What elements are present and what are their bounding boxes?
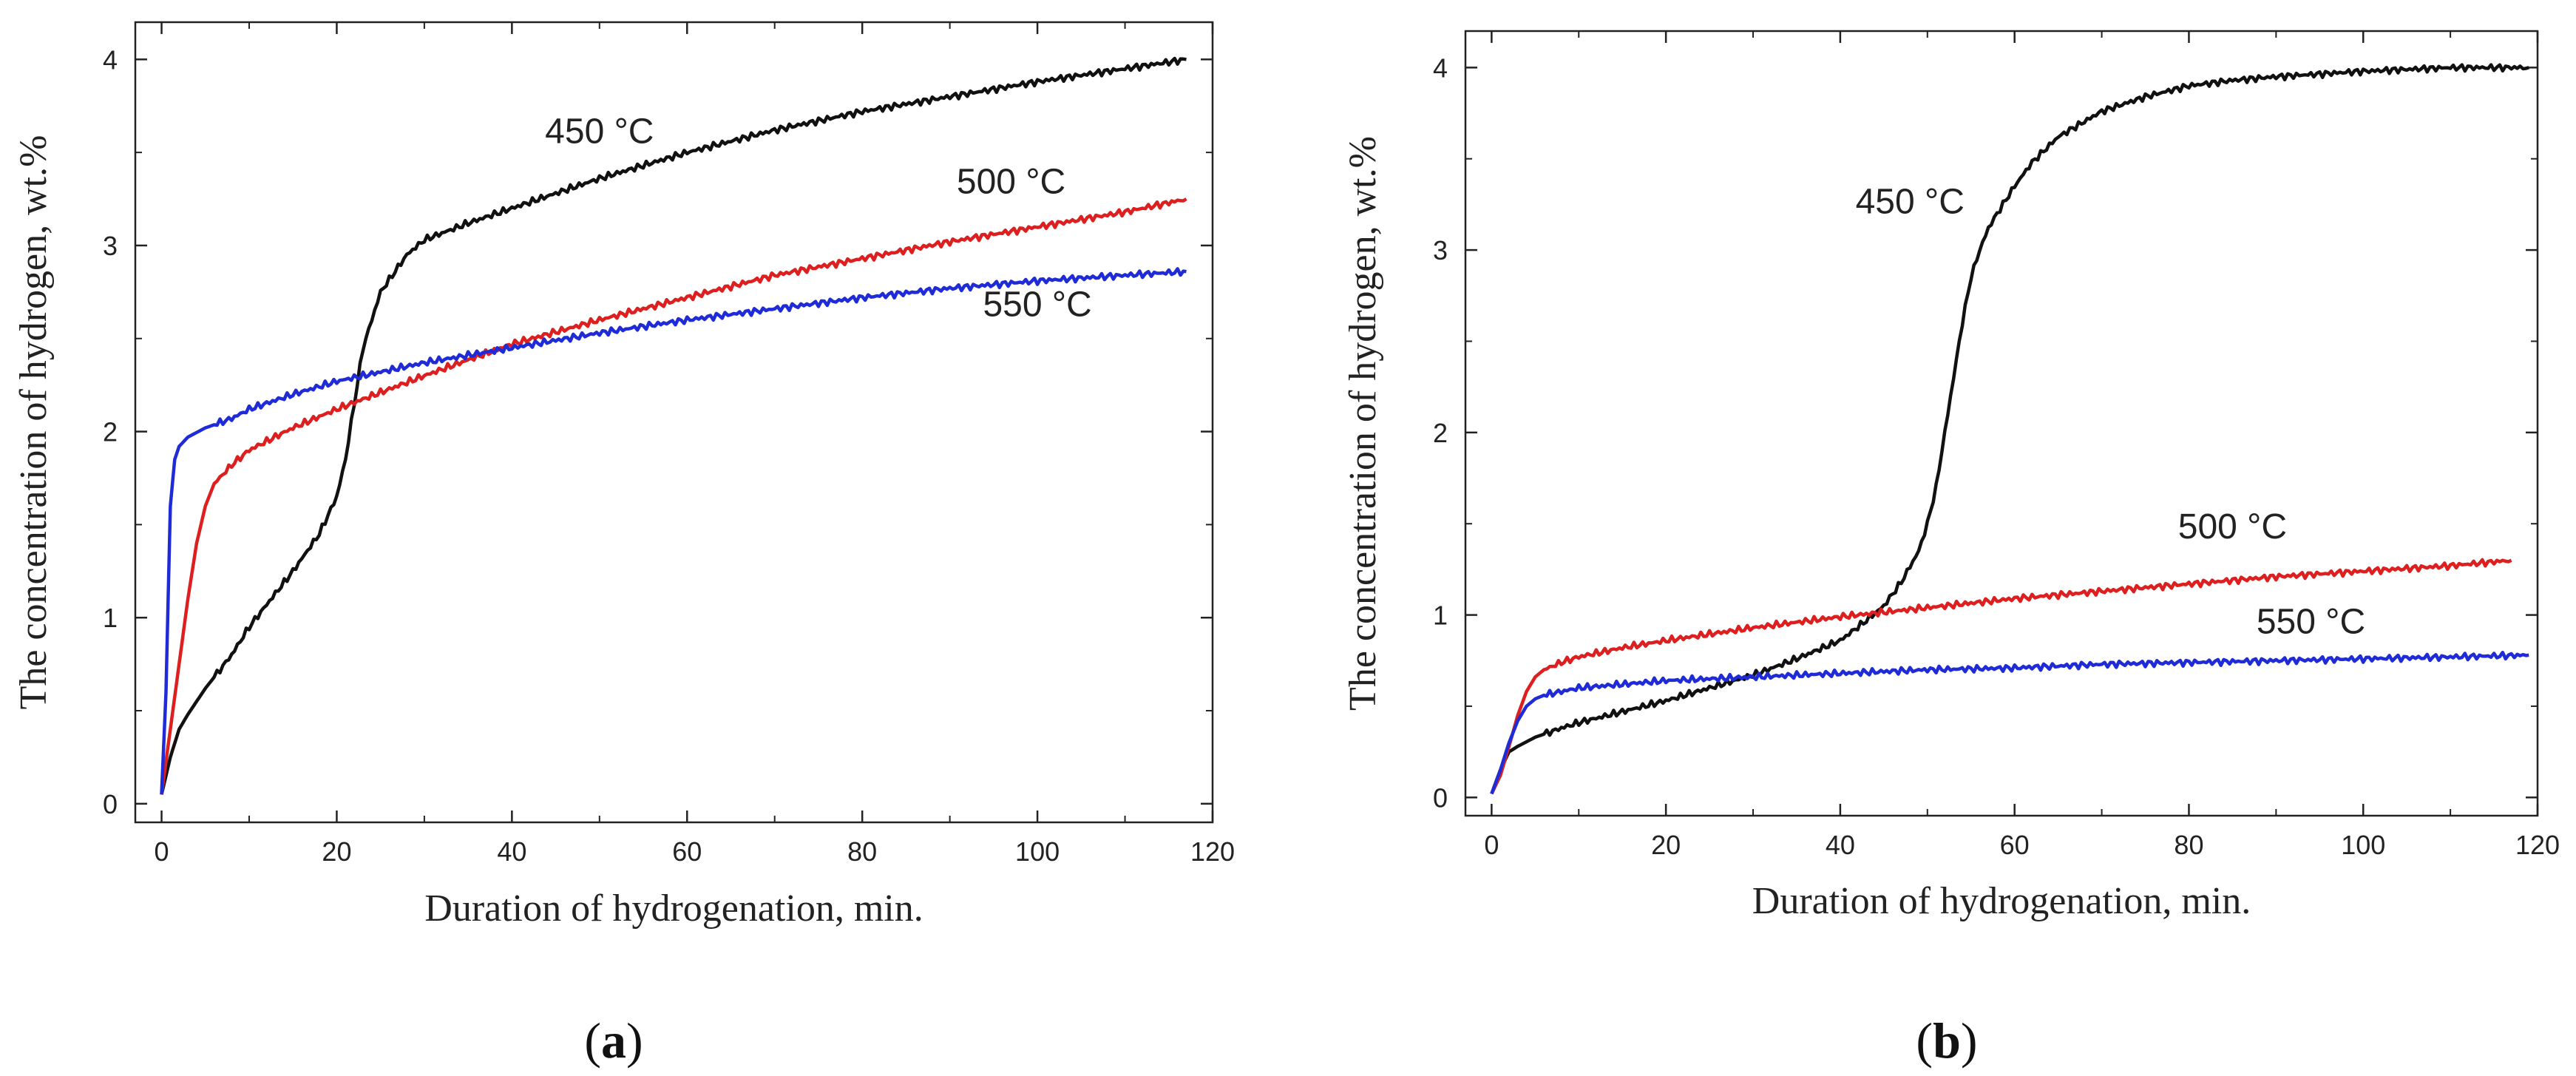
curve-label-b: 450 °C (1856, 183, 1965, 222)
x-tick-label-b: 80 (2174, 830, 2203, 860)
y-axis-title-b: The concentration of hydrogen, wt.% (1342, 136, 1384, 711)
x-axis-title-b: Duration of hydrogenation, min. (1752, 880, 2251, 922)
plot-frame-a (134, 21, 1214, 824)
x-tick-label-a: 0 (155, 836, 169, 867)
y-tick-label-a: 1 (103, 603, 118, 633)
series-line-b-550C (1490, 650, 2529, 795)
chart-panel-b: 0 20 40 60 80 100 120 0 1 2 3 4 Duration of hydrogen… (1342, 30, 2560, 922)
series-line-b-450C (1490, 63, 2529, 795)
curve-label-b: 550 °C (2257, 602, 2365, 641)
x-tick-label-b: 0 (1484, 830, 1499, 860)
series-line-a-500C (160, 197, 1187, 795)
x-axis-title-a: Duration of hydrogenation, min. (424, 887, 923, 930)
series-line-a-550C (160, 267, 1187, 795)
caption-a: (a) (584, 1012, 643, 1069)
curve-label-a: 500 °C (957, 162, 1065, 201)
x-tick-label-a: 20 (322, 836, 351, 867)
y-tick-label-b: 0 (1433, 782, 1448, 813)
curve-label-a: 450 °C (545, 112, 654, 152)
x-tick-label-a: 100 (1015, 836, 1060, 867)
y-tick-label-b: 1 (1433, 600, 1448, 631)
series-line-a-450C (160, 56, 1187, 795)
plot-frame-b (1464, 30, 2539, 817)
curve-label-b: 500 °C (2178, 507, 2287, 547)
y-tick-label-b: 2 (1433, 418, 1448, 448)
chart-panel-a: 0 20 40 60 80 100 120 0 1 2 3 4 Duration of hydrogen… (13, 21, 1235, 930)
y-tick-label-a: 3 (103, 231, 118, 261)
y-tick-label-b: 3 (1433, 235, 1448, 265)
y-tick-label-a: 0 (103, 789, 118, 819)
x-tick-label-b: 100 (2341, 830, 2385, 860)
x-tick-label-a: 60 (672, 836, 702, 867)
x-tick-label-b: 60 (2000, 830, 2030, 860)
x-tick-label-a: 80 (847, 836, 877, 867)
caption-b: (b) (1916, 1012, 1977, 1069)
series-line-b-500C (1490, 558, 2512, 795)
x-tick-label-b: 20 (1651, 830, 1681, 860)
y-axis-title-a: The concentration of hydrogen, wt.% (13, 135, 55, 710)
y-tick-label-b: 4 (1433, 53, 1448, 83)
x-tick-label-a: 120 (1190, 836, 1235, 867)
y-tick-label-a: 4 (103, 44, 118, 75)
x-tick-label-b: 120 (2515, 830, 2560, 860)
y-tick-label-a: 2 (103, 417, 118, 447)
x-tick-label-a: 40 (497, 836, 526, 867)
x-tick-label-b: 40 (1826, 830, 1855, 860)
curve-label-a: 550 °C (983, 285, 1091, 325)
